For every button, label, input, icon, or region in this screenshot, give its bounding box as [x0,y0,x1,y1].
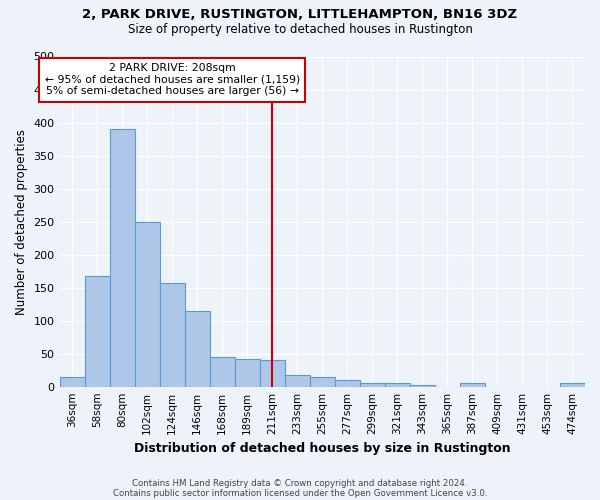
Bar [85,276,110,386]
X-axis label: Distribution of detached houses by size in Rustington: Distribution of detached houses by size … [134,442,511,455]
Text: Contains HM Land Registry data © Crown copyright and database right 2024.: Contains HM Land Registry data © Crown c… [132,478,468,488]
Bar [410,384,435,386]
Bar [385,384,410,386]
Bar [209,357,235,386]
Bar [335,380,360,386]
Bar [460,382,485,386]
Text: 2 PARK DRIVE: 208sqm
← 95% of detached houses are smaller (1,159)
5% of semi-det: 2 PARK DRIVE: 208sqm ← 95% of detached h… [44,63,300,96]
Bar [160,283,185,387]
Bar [260,360,285,386]
Bar [360,382,385,386]
Text: 2, PARK DRIVE, RUSTINGTON, LITTLEHAMPTON, BN16 3DZ: 2, PARK DRIVE, RUSTINGTON, LITTLEHAMPTON… [82,8,518,20]
Text: Size of property relative to detached houses in Rustington: Size of property relative to detached ho… [128,22,472,36]
Bar [560,384,585,386]
Bar [185,310,209,386]
Bar [110,129,134,386]
Y-axis label: Number of detached properties: Number of detached properties [15,128,28,314]
Bar [310,377,335,386]
Bar [59,378,85,386]
Text: Contains public sector information licensed under the Open Government Licence v3: Contains public sector information licen… [113,488,487,498]
Bar [285,375,310,386]
Bar [134,222,160,386]
Bar [235,359,260,386]
